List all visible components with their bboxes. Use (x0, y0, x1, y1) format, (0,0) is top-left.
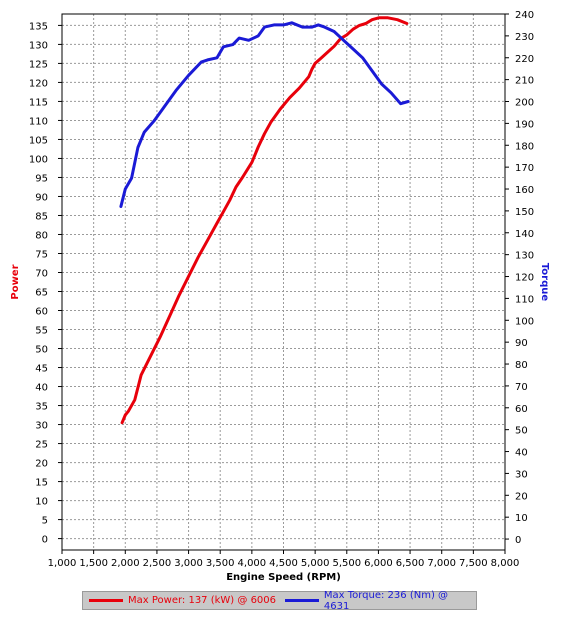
y-right-tick-label: 10 (515, 513, 528, 524)
y-right-tick-label: 210 (515, 76, 534, 87)
x-axis-label: Engine Speed (RPM) (226, 572, 341, 583)
y-left-tick-label: 100 (29, 154, 48, 165)
x-tick-label: 7,000 (427, 558, 456, 569)
y-left-tick-label: 60 (35, 307, 48, 318)
y-right-tick-label: 60 (515, 404, 528, 415)
y-right-tick-label: 80 (515, 360, 528, 371)
x-tick-label: 5,500 (332, 558, 361, 569)
y-left-tick-label: 45 (35, 364, 48, 375)
y-right-tick-label: 170 (515, 163, 534, 174)
x-tick-label: 4,000 (238, 558, 267, 569)
y-left-tick-label: 110 (29, 116, 48, 127)
plot-frame (61, 13, 506, 551)
y-right-tick-label: 190 (515, 119, 534, 130)
y-left-tick-label: 30 (35, 421, 48, 432)
x-tick-label: 1,500 (79, 558, 108, 569)
x-tick-label: 5,000 (301, 558, 330, 569)
y-left-tick-label: 10 (35, 497, 48, 508)
y-left-tick-label: 0 (42, 535, 48, 546)
x-tick-label: 3,500 (206, 558, 235, 569)
y-left-tick-label: 15 (35, 478, 48, 489)
y-right-tick-label: 240 (515, 10, 534, 21)
y-right-tick-label: 130 (515, 251, 534, 262)
y-left-tick-label: 80 (35, 230, 48, 241)
y-left-tick-label: 90 (35, 192, 48, 203)
y-left-tick-label: 50 (35, 345, 48, 356)
y-right-tick-label: 100 (515, 316, 534, 327)
y-left-tick-label: 35 (35, 402, 48, 413)
y-right-tick-label: 30 (515, 469, 528, 480)
y-right-tick-label: 20 (515, 491, 528, 502)
y-left-tick-label: 75 (35, 249, 48, 260)
legend-item-torque: Max Torque: 236 (Nm) @ 4631 (285, 589, 476, 612)
y-right-tick-label: 110 (515, 294, 534, 305)
y-left-tick-label: 20 (35, 459, 48, 470)
y-right-tick-label: 150 (515, 207, 534, 218)
x-tick-label: 7,500 (459, 558, 488, 569)
y-right-tick-label: 70 (515, 382, 528, 393)
y-left-tick-label: 135 (29, 21, 48, 32)
y-left-axis-label: Power (10, 264, 21, 299)
y-right-tick-label: 200 (515, 98, 534, 109)
legend-swatch-power (89, 599, 123, 602)
legend-item-power: Max Power: 137 (kW) @ 6006 (89, 592, 276, 609)
x-tick-label: 6,000 (364, 558, 393, 569)
y-right-tick-label: 120 (515, 273, 534, 284)
x-tick-label: 2,000 (111, 558, 140, 569)
y-left-tick-label: 5 (42, 516, 48, 527)
y-left-tick-label: 55 (35, 326, 48, 337)
x-tick-label: 6,500 (396, 558, 425, 569)
y-right-tick-label: 140 (515, 229, 534, 240)
y-right-tick-label: 90 (515, 338, 528, 349)
y-left-tick-label: 95 (35, 173, 48, 184)
y-right-tick-label: 180 (515, 141, 534, 152)
y-left-tick-label: 70 (35, 268, 48, 279)
x-tick-label: 2,500 (143, 558, 172, 569)
y-right-tick-label: 40 (515, 448, 528, 459)
legend-label-power: Max Power: 137 (kW) @ 6006 (128, 595, 277, 606)
y-left-tick-label: 40 (35, 383, 48, 394)
legend-swatch-torque (285, 599, 319, 602)
chart-legend: Max Power: 137 (kW) @ 6006 Max Torque: 2… (82, 589, 477, 612)
y-left-tick-label: 115 (29, 97, 48, 108)
y-left-tick-label: 65 (35, 288, 48, 299)
y-left-tick-label: 120 (29, 78, 48, 89)
y-right-tick-label: 0 (515, 535, 521, 546)
y-left-tick-label: 125 (29, 59, 48, 70)
y-left-tick-label: 130 (29, 40, 48, 51)
x-tick-label: 1,000 (48, 558, 77, 569)
y-right-tick-label: 220 (515, 54, 534, 65)
y-left-tick-label: 85 (35, 211, 48, 222)
series-line-torque (119, 21, 410, 208)
y-right-tick-label: 160 (515, 185, 534, 196)
y-left-tick-label: 25 (35, 440, 48, 451)
legend-label-torque: Max Torque: 236 (Nm) @ 4631 (323, 589, 449, 612)
y-right-tick-label: 50 (515, 426, 528, 437)
dyno-chart: 1,000 1,500 2,000 2,500 3,000 3,500 4,000 4,500… (10, 10, 550, 583)
x-tick-label: 4,500 (269, 558, 298, 569)
series-line-power (120, 16, 409, 425)
chart-container: 1,000 1,500 2,000 2,500 3,000 3,500 4,000 4,500… (10, 10, 550, 583)
y-right-axis-label: Torque (539, 263, 550, 302)
x-tick-label: 8,000 (491, 558, 520, 569)
y-left-tick-label: 105 (29, 135, 48, 146)
x-tick-label: 3,000 (174, 558, 203, 569)
y-right-tick-label: 230 (515, 32, 534, 43)
